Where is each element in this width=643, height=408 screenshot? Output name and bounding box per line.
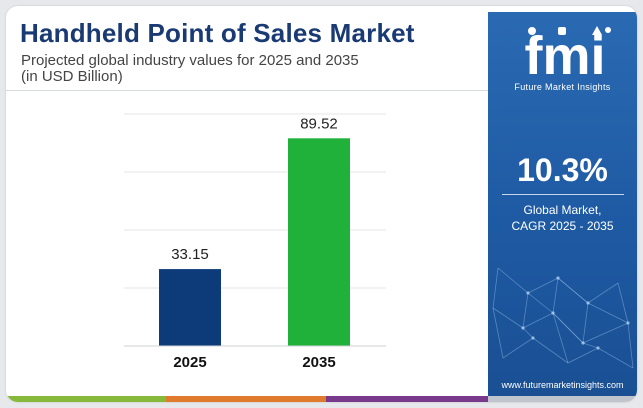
- page-title: Handheld Point of Sales Market: [20, 18, 415, 48]
- logo-icon-triangle: [592, 26, 602, 35]
- sidebar-panel: fmi Future Market Insights 10.3% Global …: [488, 12, 637, 396]
- footer-stripe-orange: [166, 396, 326, 402]
- website-url: www.futuremarketinsights.com: [501, 380, 624, 390]
- logo-icons: [528, 26, 611, 35]
- bar-2035: [288, 138, 350, 346]
- cagr-label-line-2: CAGR 2025 - 2035: [511, 219, 614, 233]
- network-decoration: [492, 267, 634, 369]
- footer-stripe-green: [6, 396, 166, 402]
- subtitle-line-2: (in USD Billion): [21, 68, 123, 85]
- cagr-label: Global Market, CAGR 2025 - 2035: [488, 202, 637, 234]
- infographic-card: Handheld Point of Sales Market Projected…: [6, 6, 637, 402]
- x-tick-label-2035: 2035: [302, 354, 335, 371]
- bar-2025: [159, 269, 221, 346]
- logo-icon-square: [558, 27, 566, 35]
- x-tick-label-2025: 2025: [173, 354, 206, 371]
- fmi-logo: fmi: [525, 26, 611, 86]
- page-subtitle: Projected global industry values for 202…: [21, 53, 359, 85]
- logo-icon-dot-2: [605, 27, 611, 33]
- logo-subtitle: Future Market Insights: [514, 82, 611, 92]
- bar-chart: 33.15 2025 89.52 2035: [124, 113, 386, 371]
- cagr-label-line-1: Global Market,: [523, 203, 602, 217]
- cagr-divider: [502, 194, 624, 195]
- header-divider: [6, 90, 488, 91]
- data-label-2035: 89.52: [300, 115, 338, 132]
- subtitle-line-1: Projected global industry values for 202…: [21, 52, 359, 69]
- cagr-value: 10.3%: [517, 152, 608, 188]
- footer-stripe-gray: [488, 396, 637, 402]
- logo-icon-dot: [528, 27, 536, 35]
- logo-text: fmi: [525, 26, 606, 86]
- footer-stripe-purple: [326, 396, 488, 402]
- data-label-2025: 33.15: [171, 246, 209, 263]
